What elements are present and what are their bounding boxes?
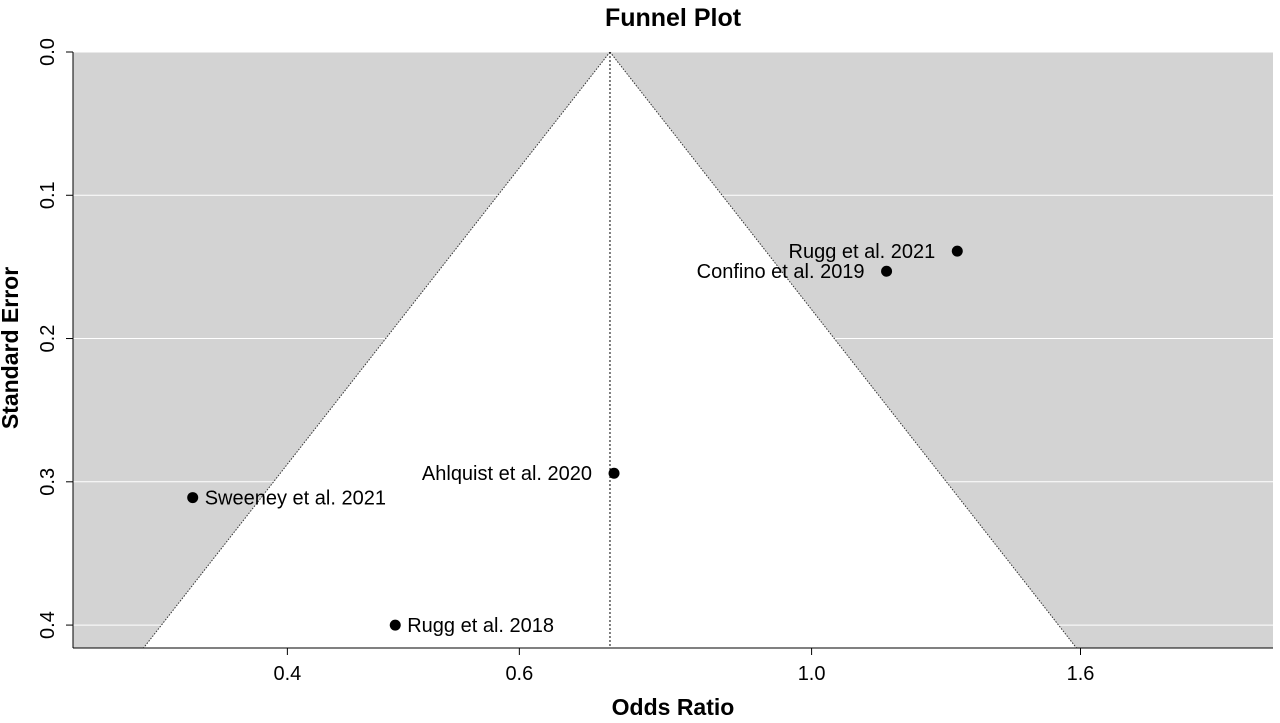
y-tick-label: 0.0 xyxy=(37,38,59,66)
x-axis-label: Odds Ratio xyxy=(612,694,735,720)
data-point-label: Rugg et al. 2018 xyxy=(407,615,554,637)
y-tick-label: 0.2 xyxy=(37,325,59,353)
data-point-label: Confino et al. 2019 xyxy=(697,261,865,283)
x-tick-label: 1.0 xyxy=(798,663,826,685)
chart-title: Funnel Plot xyxy=(605,4,742,32)
x-tick-label: 1.6 xyxy=(1067,663,1095,685)
data-point xyxy=(608,467,620,479)
data-point-label: Ahlquist et al. 2020 xyxy=(422,463,592,485)
y-tick-label: 0.4 xyxy=(37,611,59,639)
data-point-label: Rugg et al. 2021 xyxy=(789,241,936,263)
data-point xyxy=(881,265,893,277)
plot-area: 0.4 0.6 1.0 1.6 0.0 0.1 0.2 0.3 0.4 Rugg et al. 2… xyxy=(37,38,1273,685)
funnel-right-edge xyxy=(609,52,1077,648)
y-axis-label: Standard Error xyxy=(0,267,23,429)
x-tick-label: 0.4 xyxy=(273,663,301,685)
y-tick-label: 0.3 xyxy=(37,468,59,496)
x-tick-label: 0.6 xyxy=(505,663,533,685)
data-point-label: Sweeney et al. 2021 xyxy=(205,488,386,510)
data-point xyxy=(389,619,401,631)
data-point xyxy=(187,492,199,504)
funnel-left-edge xyxy=(143,52,611,648)
data-point xyxy=(951,245,963,257)
y-tick-label: 0.1 xyxy=(37,181,59,209)
